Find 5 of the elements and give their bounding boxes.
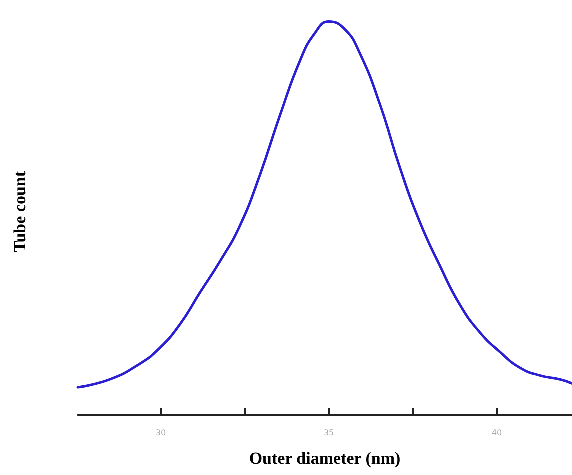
x-tick-label: 30 — [156, 428, 166, 438]
x-axis-title: Outer diameter (nm) — [249, 449, 401, 468]
y-axis-title: Tube count — [10, 171, 30, 253]
x-tick-label: 40 — [492, 428, 502, 438]
x-tick-label: 35 — [324, 428, 334, 438]
